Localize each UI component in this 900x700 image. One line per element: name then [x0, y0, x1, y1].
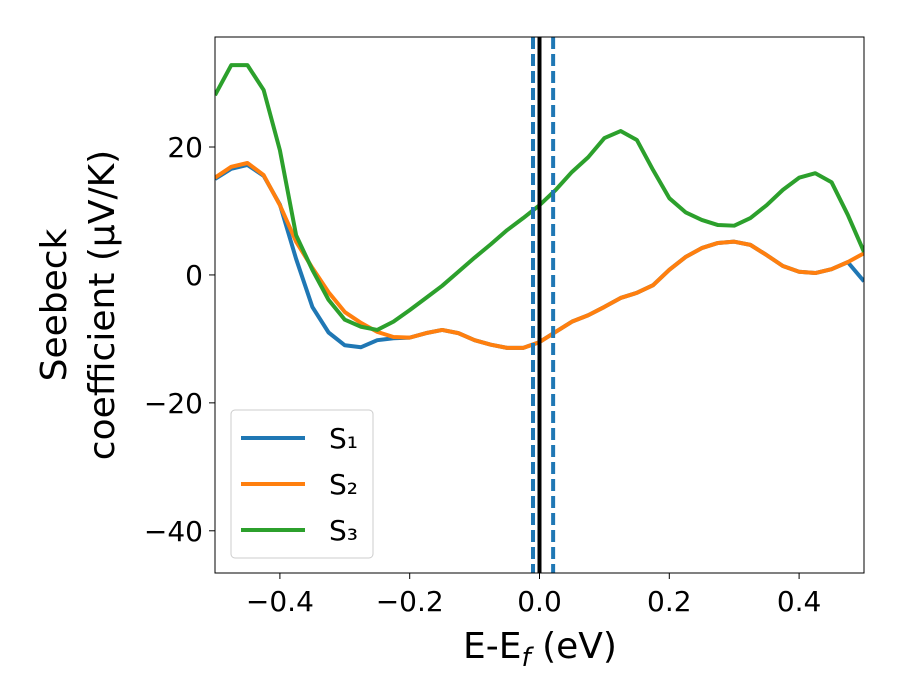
x-tick-label: −0.2 [376, 585, 444, 618]
legend-label: S₂ [329, 468, 358, 501]
plot-frame [214, 36, 865, 574]
y-tick-label: 20 [167, 131, 203, 164]
y-axis-label: Seebeck coefficient (μV/K) [34, 150, 123, 460]
x-tick-label: 0.2 [647, 585, 692, 618]
y-tick-label: 0 [185, 259, 203, 292]
x-axis-label-part: E-E [463, 626, 521, 667]
legend-label: S₃ [329, 514, 358, 547]
plot-lines [215, 37, 864, 573]
x-tick-label: −0.4 [246, 585, 314, 618]
y-tick-label: −20 [144, 387, 203, 420]
y-axis-label-line: Seebeck [34, 228, 75, 381]
x-tick-label: 0.4 [777, 585, 822, 618]
x-tick-label: 0.0 [517, 585, 562, 618]
y-tick-label: −40 [144, 515, 203, 548]
y-axis-label-line: coefficient (μV/K) [82, 150, 123, 460]
legend-label: S₁ [329, 422, 358, 455]
x-axis-label: E-Ef (eV) [463, 626, 617, 673]
x-axis-label-part: (eV) [531, 626, 617, 667]
